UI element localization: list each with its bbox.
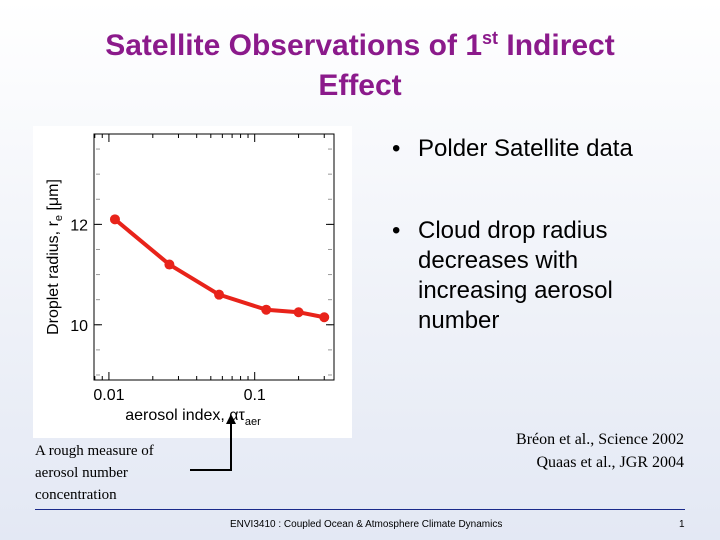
droplet-radius-chart: 12 10 0.01 0.1 aerosol index, ατaer Drop… xyxy=(33,126,352,438)
data-point xyxy=(214,289,225,300)
footer-divider xyxy=(35,509,685,510)
x-tick-label: 0.1 xyxy=(244,387,266,404)
slide-title: Satellite Observations of 1st Indirect E… xyxy=(20,26,700,106)
data-point xyxy=(261,304,272,315)
references: Bréon et al., Science 2002 Quaas et al.,… xyxy=(440,428,684,474)
title-line-1: Satellite Observations of 1st Indirect xyxy=(105,28,615,62)
bullet-marker: • xyxy=(392,135,401,162)
reference-line: Bréon et al., Science 2002 xyxy=(516,431,684,448)
connector-line xyxy=(190,422,232,471)
arrow-head xyxy=(226,414,236,424)
y-tick-label: 10 xyxy=(70,318,88,335)
bullet-marker: • xyxy=(392,217,401,244)
bullet-text: Cloud drop radius decreases with increas… xyxy=(418,217,613,334)
reference-line: Quaas et al., JGR 2004 xyxy=(536,454,684,471)
chart-caption: A rough measure of aerosol number concen… xyxy=(35,443,154,503)
y-tick-label: 12 xyxy=(70,217,88,234)
data-point xyxy=(319,312,330,323)
chart-svg: 12 10 0.01 0.1 aerosol index, ατaer Drop… xyxy=(45,133,335,428)
x-axis-label: aerosol index, ατaer xyxy=(125,407,261,428)
data-point xyxy=(164,259,175,270)
page-number: 1 xyxy=(679,519,685,530)
title-line-2: Effect xyxy=(318,69,402,102)
data-point xyxy=(293,307,304,318)
data-point xyxy=(109,214,120,225)
bullet-text: Polder Satellite data xyxy=(418,135,633,162)
footer-course: ENVI3410 : Coupled Ocean & Atmosphere Cl… xyxy=(230,519,503,530)
plot-frame xyxy=(93,133,335,381)
x-tick-label: 0.01 xyxy=(93,387,124,404)
y-axis-label: Droplet radius, re [μm] xyxy=(45,179,65,335)
